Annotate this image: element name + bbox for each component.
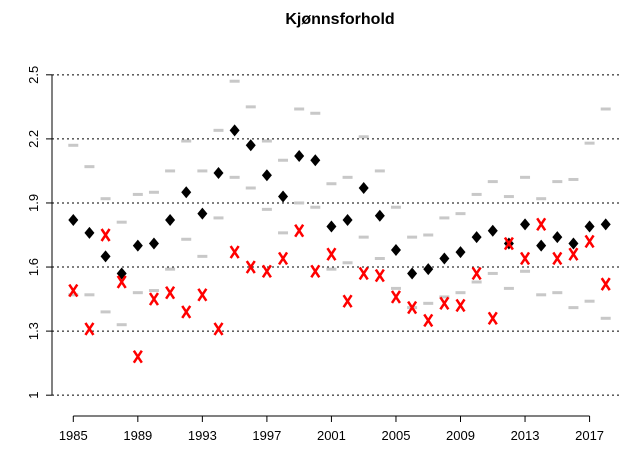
point-x (197, 288, 208, 302)
point-diamond (423, 263, 434, 276)
x-tick-label: 2005 (382, 428, 411, 443)
point-diamond (326, 220, 337, 233)
point-x (245, 260, 256, 274)
point-x (503, 236, 514, 251)
point-diamond (278, 190, 289, 203)
x-tick-label: 2001 (317, 428, 346, 443)
point-diamond (455, 246, 466, 259)
point-x (181, 305, 192, 319)
point-diamond (148, 237, 159, 250)
point-diamond (407, 267, 418, 280)
point-x (471, 266, 482, 281)
y-tick-label: 2.5 (26, 66, 41, 84)
point-x (439, 296, 450, 311)
point-diamond (358, 182, 369, 195)
point-x (455, 298, 466, 313)
point-x (294, 224, 305, 238)
point-diamond (165, 214, 176, 227)
point-x (374, 268, 385, 283)
x-tick-label: 2013 (511, 428, 540, 443)
point-x (423, 313, 434, 328)
point-x (326, 247, 337, 261)
point-x (277, 251, 289, 266)
point-x (68, 283, 79, 298)
point-x (165, 285, 176, 300)
x-tick-label: 2009 (446, 428, 475, 443)
point-x (310, 264, 321, 279)
y-tick-label: 1.3 (26, 322, 41, 340)
point-x (584, 234, 595, 249)
y-tick-label: 2.2 (26, 130, 41, 148)
y-tick-label: 1.6 (26, 258, 41, 276)
point-x (213, 322, 224, 336)
point-x (100, 228, 111, 242)
point-diamond (245, 139, 256, 152)
point-diamond (520, 218, 531, 231)
x-tick-label: 1993 (188, 428, 217, 443)
point-diamond (439, 252, 450, 265)
point-x (342, 294, 353, 308)
point-diamond (100, 250, 111, 263)
point-x (568, 247, 579, 261)
point-x (358, 266, 369, 281)
point-diamond (68, 214, 79, 227)
point-diamond (600, 218, 611, 231)
point-x (148, 292, 160, 306)
point-diamond (390, 243, 401, 256)
point-diamond (181, 186, 192, 199)
point-diamond (568, 237, 579, 250)
point-x (600, 277, 611, 291)
y-tick-label: 1.9 (26, 194, 41, 212)
point-x (84, 322, 95, 336)
point-x (132, 350, 143, 364)
point-diamond (487, 224, 498, 237)
point-diamond (294, 149, 305, 162)
point-x (229, 245, 240, 259)
point-x (407, 300, 418, 315)
point-x (116, 275, 127, 289)
point-diamond (471, 231, 482, 244)
x-tick-label: 1997 (252, 428, 281, 443)
point-diamond (213, 167, 224, 180)
point-diamond (584, 220, 595, 233)
point-x (552, 251, 563, 266)
point-x (261, 264, 272, 279)
x-tick-label: 1989 (123, 428, 152, 443)
point-diamond (342, 214, 353, 227)
point-diamond (84, 226, 95, 239)
point-diamond (310, 154, 321, 167)
point-x (536, 217, 547, 232)
point-diamond (197, 207, 208, 220)
point-x (390, 290, 402, 304)
point-x (487, 311, 498, 325)
x-tick-label: 1985 (59, 428, 88, 443)
point-diamond (536, 239, 547, 252)
point-diamond (374, 209, 385, 222)
chart-title: Kjønnsforhold (285, 11, 394, 28)
point-diamond (132, 239, 143, 252)
point-diamond (552, 231, 563, 244)
point-diamond (229, 124, 240, 137)
point-diamond (261, 169, 272, 182)
point-x (519, 251, 531, 266)
y-tick-label: 1 (26, 392, 41, 399)
x-tick-label: 2017 (575, 428, 604, 443)
